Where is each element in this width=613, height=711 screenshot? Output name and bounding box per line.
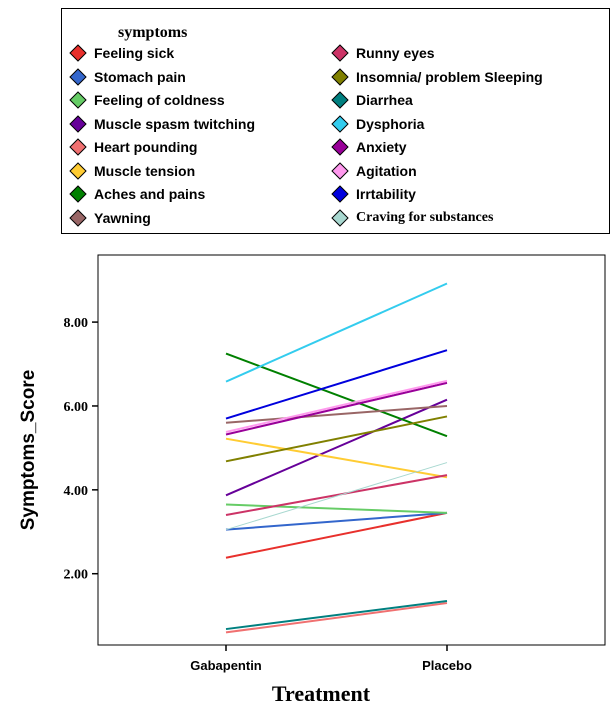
legend-label: Diarrhea (356, 92, 413, 108)
legend-item: Heart pounding (68, 136, 197, 158)
y-tick-label: 8.00 (64, 316, 89, 331)
legend-label: Muscle tension (94, 162, 196, 179)
legend-item: Anxiety (330, 136, 407, 158)
series-line (225, 415, 448, 463)
legend-item: Craving for substances (330, 207, 493, 229)
legend-item: Aches and pains (68, 183, 205, 205)
legend-item: Muscle spasm twitching (68, 113, 255, 135)
legend-diamond-icon (69, 91, 87, 109)
legend-label: Aches and pains (94, 186, 206, 202)
x-axis-label: Treatment (272, 681, 371, 706)
legend-diamond-icon (331, 138, 349, 156)
legend-diamond-icon (69, 44, 87, 62)
x-tick-label: Placebo (422, 658, 472, 673)
series-line (225, 599, 448, 631)
legend: symptoms Feeling sick Stomach pain Feeling… (61, 8, 610, 234)
legend-label: Runny eyes (356, 45, 435, 61)
legend-title: symptoms (118, 24, 188, 41)
legend-item: Insomnia/ problem Sleeping (330, 66, 543, 88)
legend-label: Yawning (94, 209, 151, 226)
series-lines (225, 282, 448, 634)
series-line (225, 511, 448, 531)
y-tick-label: 4.00 (64, 484, 89, 499)
series-line (225, 511, 448, 559)
legend-label: Insomnia/ problem Sleeping (356, 68, 543, 85)
y-tick-label: 2.00 (64, 568, 89, 583)
plot-area (97, 254, 606, 646)
x-tick-label: Gabapentin (190, 658, 262, 673)
x-axis: Gabapentin Placebo (190, 645, 472, 673)
series-line (225, 474, 448, 516)
series-line (225, 381, 448, 436)
legend-item: Irrtability (330, 183, 416, 205)
legend-item: Runny eyes (330, 42, 435, 64)
legend-diamond-icon (69, 114, 87, 133)
series-line (225, 352, 448, 438)
series-line (225, 602, 448, 634)
legend-label: Feeling sick (94, 45, 175, 61)
legend-diamond-icon (69, 138, 87, 156)
series-line (225, 404, 448, 424)
series-line (225, 379, 448, 433)
legend-label: Anxiety (356, 139, 407, 155)
legend-diamond-icon (69, 161, 87, 180)
legend-label: Stomach pain (94, 68, 186, 85)
legend-diamond-icon (331, 67, 349, 86)
legend-item: Muscle tension (68, 160, 195, 182)
legend-label: Muscle spasm twitching (94, 115, 256, 132)
legend-label: Agitation (356, 162, 417, 179)
legend-diamond-icon (331, 114, 349, 133)
legend-item: Dysphoria (330, 113, 424, 135)
legend-item: Diarrhea (330, 89, 413, 111)
legend-diamond-icon (69, 67, 87, 86)
legend-label: Irrtability (356, 186, 416, 202)
series-line (225, 462, 448, 531)
legend-label: Feeling of coldness (94, 92, 225, 108)
legend-label: Heart pounding (94, 139, 198, 155)
legend-item: Stomach pain (68, 66, 186, 88)
series-line (225, 503, 448, 514)
y-tick-label: 6.00 (64, 400, 89, 415)
legend-diamond-icon (331, 208, 349, 227)
series-line (225, 437, 448, 479)
series-line (225, 349, 448, 420)
legend-diamond-icon (69, 208, 87, 227)
y-axis: 2.00 4.00 6.00 8.00 (64, 316, 98, 583)
legend-diamond-icon (331, 91, 349, 109)
y-axis-label: Symptoms_Score (18, 370, 39, 531)
legend-item: Feeling sick (68, 42, 174, 64)
legend-diamond-icon (331, 161, 349, 180)
legend-label: Craving for substances (356, 209, 494, 225)
legend-diamond-icon (331, 185, 349, 203)
series-line (225, 282, 448, 383)
legend-label: Dysphoria (356, 115, 425, 132)
legend-diamond-icon (331, 44, 349, 62)
legend-item: Feeling of coldness (68, 89, 225, 111)
legend-item: Yawning (68, 207, 151, 229)
series-line (225, 398, 448, 497)
legend-item: Agitation (330, 160, 417, 182)
legend-diamond-icon (69, 185, 87, 203)
